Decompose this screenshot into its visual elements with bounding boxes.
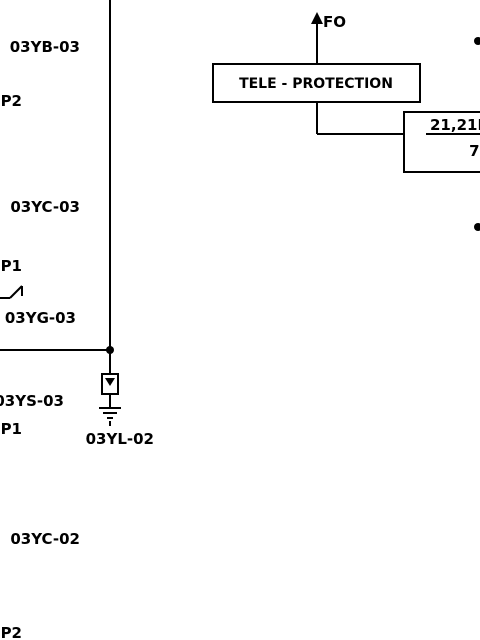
terminal-dot-top xyxy=(474,37,480,45)
ct-arrow xyxy=(105,378,115,386)
p2-top-label: P2 xyxy=(1,92,22,110)
fo-arrow-icon xyxy=(311,12,323,24)
cable-label-03yb-03: 03YB-03 xyxy=(10,38,80,56)
fo-label: FO xyxy=(323,13,346,31)
relay-ref-bottom: 79 xyxy=(469,142,480,160)
cable-label-03yg-03: 03YG-03 xyxy=(5,309,76,327)
tele-protection-label: TELE - PROTECTION xyxy=(239,76,393,92)
p1-lower-label: P1 xyxy=(1,420,22,438)
relay-ref-top: 21,21N xyxy=(430,116,480,134)
p2-bottom-label: P2 xyxy=(1,624,22,640)
terminal-dot-bottom xyxy=(474,223,480,231)
relay-box xyxy=(403,111,480,173)
p1-hook xyxy=(9,285,23,299)
wiring xyxy=(0,0,480,426)
cable-label-03yc-02: 03YC-02 xyxy=(10,530,80,548)
cable-label-03yl-02: 03YL-02 xyxy=(86,430,154,448)
cable-label-03ys-03: 03YS-03 xyxy=(0,392,64,410)
labels: 03YB-03 P2 03YC-03 P1 03YG-03 03YS-03 P1… xyxy=(0,13,480,640)
p1-upper-label: P1 xyxy=(1,257,22,275)
ground-icon xyxy=(99,407,121,426)
cable-label-03yc-03: 03YC-03 xyxy=(10,198,80,216)
